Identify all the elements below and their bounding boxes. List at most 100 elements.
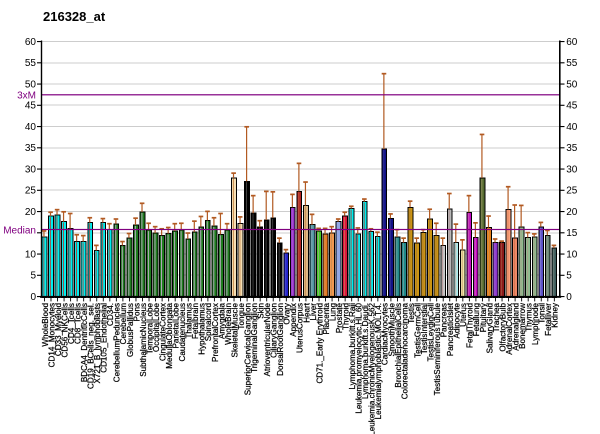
svg-text:CD14_Monocytes: CD14_Monocytes: [47, 303, 56, 367]
svg-text:FetalThyroid: FetalThyroid: [466, 303, 475, 348]
svg-text:55: 55: [25, 58, 37, 69]
svg-text:CD56_NKCells: CD56_NKCells: [60, 303, 69, 357]
svg-text:25: 25: [566, 186, 578, 197]
svg-text:Liver: Liver: [309, 303, 318, 321]
svg-text:Adipocyte: Adipocyte: [453, 303, 462, 339]
svg-text:15: 15: [566, 228, 578, 239]
svg-text:Heart: Heart: [302, 302, 311, 323]
svg-text:OccipitalLobe: OccipitalLobe: [152, 303, 161, 353]
svg-text:Appendix: Appendix: [289, 303, 298, 337]
svg-text:OlfactoryBulb: OlfactoryBulb: [498, 303, 507, 352]
svg-text:3xM: 3xM: [17, 91, 36, 102]
svg-text:30: 30: [566, 164, 578, 175]
svg-text:CD19_BCells_neg._sel.: CD19_BCells_neg._sel.: [87, 303, 96, 389]
svg-text:CiliaryGanglion: CiliaryGanglion: [270, 303, 279, 358]
svg-text:Caudatenucleus: Caudatenucleus: [178, 303, 187, 362]
svg-text:SubthalamicNucleus: SubthalamicNucleus: [139, 303, 148, 377]
svg-text:Lung: Lung: [328, 303, 337, 321]
svg-text:ParietalLobe: ParietalLobe: [172, 303, 181, 349]
svg-text:CD33_Myeloid: CD33_Myeloid: [54, 303, 63, 356]
svg-text:DorsalRootGanglion: DorsalRootGanglion: [276, 303, 285, 376]
svg-text:BDCA4_DentriticCells: BDCA4_DentriticCells: [80, 303, 89, 382]
svg-text:Cerebellum: Cerebellum: [119, 303, 128, 345]
svg-text:45: 45: [566, 101, 578, 112]
svg-text:UterusCorpus: UterusCorpus: [296, 303, 305, 353]
svg-text:Spinalcord: Spinalcord: [204, 303, 213, 341]
svg-text:Adrenalgland: Adrenalgland: [511, 303, 520, 351]
svg-text:CD105_Endothelial: CD105_Endothelial: [100, 303, 109, 373]
svg-text:Fetallung: Fetallung: [472, 303, 481, 336]
svg-text:0: 0: [30, 292, 36, 303]
svg-text:10: 10: [25, 249, 37, 260]
svg-text:SmoothMuscle: SmoothMuscle: [387, 303, 396, 357]
svg-text:50: 50: [566, 79, 578, 90]
svg-text:Tonsil: Tonsil: [538, 303, 547, 324]
svg-text:35: 35: [25, 143, 37, 154]
svg-text:Amygdala: Amygdala: [217, 303, 226, 339]
svg-text:Thymus: Thymus: [525, 303, 534, 332]
svg-text:SuperiorCervicalGanglion: SuperiorCervicalGanglion: [243, 303, 252, 395]
svg-text:Fetalbrain: Fetalbrain: [191, 303, 200, 339]
svg-text:Trachea: Trachea: [492, 303, 501, 333]
svg-text:40: 40: [566, 122, 578, 133]
svg-text:Hypothalamus: Hypothalamus: [198, 303, 207, 355]
svg-text:SkeletalMuscle: SkeletalMuscle: [230, 303, 239, 358]
svg-text:Tongue: Tongue: [237, 303, 246, 330]
svg-text:AtrioventricularNode: AtrioventricularNode: [263, 303, 272, 377]
svg-text:Kidney: Kidney: [551, 302, 560, 328]
svg-text:TrigeminalGanglion: TrigeminalGanglion: [250, 303, 259, 373]
svg-text:PrefrontalCortex: PrefrontalCortex: [211, 303, 220, 362]
svg-text:PancreaticIslet: PancreaticIslet: [446, 302, 455, 356]
svg-text:5: 5: [566, 271, 572, 282]
svg-text:Pons: Pons: [132, 303, 141, 321]
svg-text:216328_at: 216328_at: [43, 9, 106, 24]
svg-text:TestisGermCell: TestisGermCell: [413, 303, 422, 358]
svg-text:0: 0: [566, 292, 572, 303]
svg-text:Lymphoma.burkitt.s.Raji: Lymphoma.burkitt.s.Raji: [348, 303, 357, 390]
svg-text:BronchialEpithelialCells: BronchialEpithelialCells: [394, 303, 403, 388]
svg-text:WholeBlood: WholeBlood: [41, 303, 50, 347]
svg-text:TestisSeminiferousTubule: TestisSeminiferousTubule: [433, 303, 442, 396]
svg-text:TemporalLobe: TemporalLobe: [145, 303, 154, 355]
svg-text:Thyroid: Thyroid: [342, 303, 351, 330]
svg-text:TestisInterstial: TestisInterstial: [420, 303, 429, 354]
svg-text:WholeBrain: WholeBrain: [224, 303, 233, 345]
svg-text:TestisLeydigCell: TestisLeydigCell: [426, 303, 435, 362]
svg-text:GlobusPallidus: GlobusPallidus: [126, 303, 135, 357]
svg-text:CD4_Tcells: CD4_Tcells: [67, 303, 76, 344]
svg-text:Leukemialymphoblastic.MOLT.4.: Leukemialymphoblastic.MOLT.4.: [374, 303, 383, 419]
svg-text:Leukemia.promyelocytic.HL.60: Leukemia.promyelocytic.HL.60: [355, 303, 364, 414]
svg-text:Lymphoma.burkitt.s.Daudi.: Lymphoma.burkitt.s.Daudi.: [361, 303, 370, 399]
svg-text:Colorectaladenocarcinoma: Colorectaladenocarcinoma: [400, 303, 409, 400]
svg-text:Prostate: Prostate: [335, 303, 344, 334]
svg-text:50: 50: [25, 79, 37, 90]
svg-text:Uterus: Uterus: [459, 303, 468, 327]
svg-text:Median: Median: [3, 225, 36, 236]
svg-text:Ovary: Ovary: [283, 302, 292, 325]
svg-text:MedullaOblongata: MedullaOblongata: [165, 303, 174, 369]
svg-text:Pituitary: Pituitary: [479, 302, 488, 332]
svg-text:CingulateCortex: CingulateCortex: [158, 303, 167, 361]
svg-text:AdrenalCortex: AdrenalCortex: [505, 303, 514, 355]
svg-text:60: 60: [566, 37, 578, 48]
svg-text:Placenta: Placenta: [322, 303, 331, 335]
svg-text:25: 25: [25, 186, 37, 197]
svg-text:20: 20: [25, 207, 37, 218]
svg-text:60: 60: [25, 37, 37, 48]
svg-text:CD71._Early Erythroid: CD71._Early Erythroid: [315, 303, 324, 384]
svg-text:Lymphnode: Lymphnode: [531, 303, 540, 345]
svg-text:35: 35: [566, 143, 578, 154]
svg-text:X721_B_lymphoblasts: X721_B_lymphoblasts: [93, 303, 102, 384]
svg-text:45: 45: [25, 101, 37, 112]
svg-text:Thalamus: Thalamus: [185, 303, 194, 339]
svg-text:Skin: Skin: [257, 303, 266, 319]
svg-text:CD8_Tcells: CD8_Tcells: [73, 303, 82, 344]
svg-text:40: 40: [25, 122, 37, 133]
svg-text:Testis: Testis: [407, 303, 416, 324]
svg-text:10: 10: [566, 249, 578, 260]
svg-text:30: 30: [25, 164, 37, 175]
svg-text:Bonemarrow: Bonemarrow: [518, 303, 527, 349]
svg-text:Fetalliver: Fetalliver: [544, 303, 553, 336]
svg-text:55: 55: [566, 58, 578, 69]
svg-text:20: 20: [566, 207, 578, 218]
